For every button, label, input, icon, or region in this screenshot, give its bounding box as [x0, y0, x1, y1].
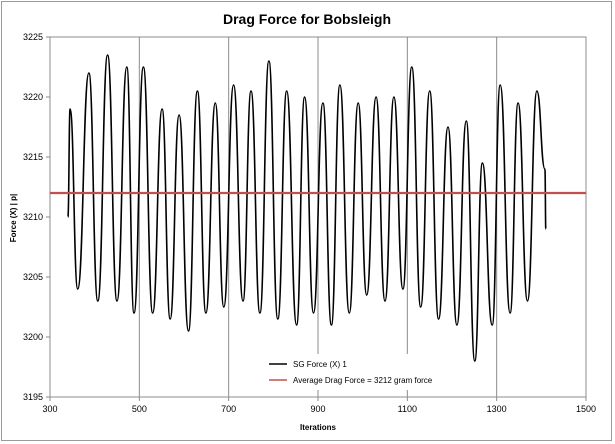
legend-label-average-drag: Average Drag Force = 3212 gram force	[293, 376, 433, 385]
x-tick-label-500: 500	[132, 404, 147, 414]
y-tick-label-3215: 3215	[23, 152, 43, 162]
y-tick-label-3200: 3200	[23, 332, 43, 342]
x-tick-label-900: 900	[310, 404, 325, 414]
x-axis-ticks: 300 500 700 900 1100 1300 1500	[42, 397, 596, 414]
x-tick-label-1300: 1300	[487, 404, 507, 414]
x-tick-label-300: 300	[42, 404, 57, 414]
y-tick-label-3220: 3220	[23, 92, 43, 102]
legend-box	[264, 354, 450, 390]
x-tick-label-1100: 1100	[398, 404, 417, 414]
legend-label-sg-force: SG Force (X) 1	[293, 360, 347, 369]
y-tick-label-3195: 3195	[23, 392, 43, 402]
x-tick-label-1500: 1500	[576, 404, 596, 414]
y-tick-label-3210: 3210	[23, 212, 43, 222]
x-axis-label: Iterations	[300, 423, 337, 432]
series-sg-force-line	[67, 54, 547, 362]
x-tick-label-700: 700	[221, 404, 236, 414]
legend: SG Force (X) 1 Average Drag Force = 3212…	[264, 354, 450, 390]
y-axis-label: Force (X) | p|	[9, 194, 18, 242]
series-layer	[50, 54, 586, 362]
y-axis-ticks: 3195 3200 3205 3210 3215 3220 3225	[23, 32, 50, 402]
y-tick-label-3225: 3225	[23, 32, 43, 42]
chart-title: Drag Force for Bobsleigh	[223, 11, 391, 27]
y-tick-label-3205: 3205	[23, 272, 43, 282]
